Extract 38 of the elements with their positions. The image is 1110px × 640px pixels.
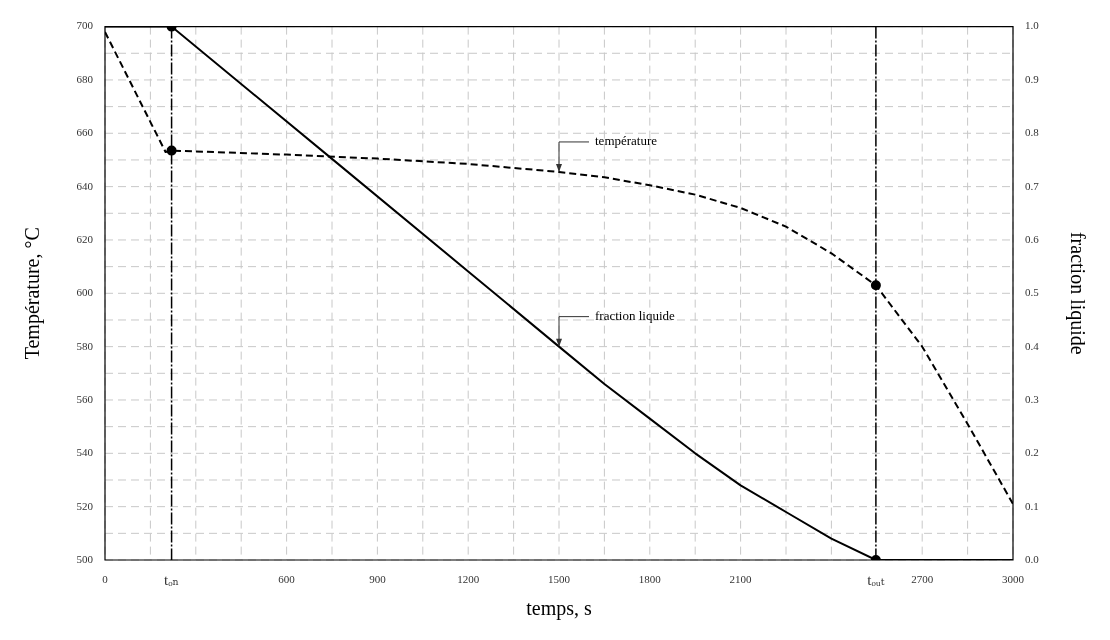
- y-tick-label: 680: [76, 72, 94, 85]
- y-tick-label: 620: [76, 232, 94, 245]
- y-tick-label: 560: [76, 392, 94, 405]
- y2-tick-label: 0.6: [1025, 232, 1040, 245]
- y-tick-label: 600: [76, 286, 94, 299]
- x-axis-title: temps, s: [526, 597, 592, 621]
- y2-axis-title: fraction liquide: [1065, 231, 1089, 355]
- x-tick-label: 1800: [638, 573, 662, 586]
- x-tick-label: 2100: [729, 573, 753, 586]
- y2-tick-label: 0.2: [1025, 446, 1039, 459]
- y2-tick-label: 0.4: [1025, 339, 1040, 352]
- x-tick-label: 1200: [457, 573, 480, 586]
- y-tick-label: 500: [76, 552, 94, 565]
- x-tick-label: 3000: [1002, 573, 1025, 586]
- annotation: température: [595, 133, 658, 149]
- y2-tick-label: 1.0: [1025, 19, 1040, 32]
- y2-tick-label: 0.9: [1025, 72, 1040, 85]
- y-axis-title: Température, °C: [21, 227, 45, 360]
- x-tick-label: 900: [369, 573, 387, 586]
- x-tick-label: 600: [278, 573, 296, 586]
- y-tick-label: 580: [76, 339, 94, 352]
- x-tick-label: 0: [102, 573, 109, 586]
- ref-line-label: tₒₙ: [164, 571, 180, 588]
- y2-tick-label: 0.8: [1025, 126, 1040, 139]
- y2-tick-label: 0.7: [1025, 179, 1040, 192]
- ref-line-label: tₒᵤₜ: [867, 571, 885, 588]
- y-tick-label: 700: [76, 19, 94, 32]
- y2-tick-label: 0.1: [1025, 499, 1039, 512]
- x-tick-label: 1500: [548, 573, 571, 586]
- y2-tick-label: 0.0: [1025, 552, 1040, 565]
- y-tick-label: 640: [76, 179, 94, 192]
- y2-tick-label: 0.5: [1025, 286, 1040, 299]
- y-tick-label: 660: [76, 126, 94, 139]
- y-tick-label: 540: [76, 446, 94, 459]
- y2-tick-label: 0.3: [1025, 392, 1040, 405]
- y-tick-label: 520: [76, 499, 94, 512]
- annotation: fraction liquide: [595, 308, 676, 324]
- x-tick-label: 2700: [911, 573, 934, 586]
